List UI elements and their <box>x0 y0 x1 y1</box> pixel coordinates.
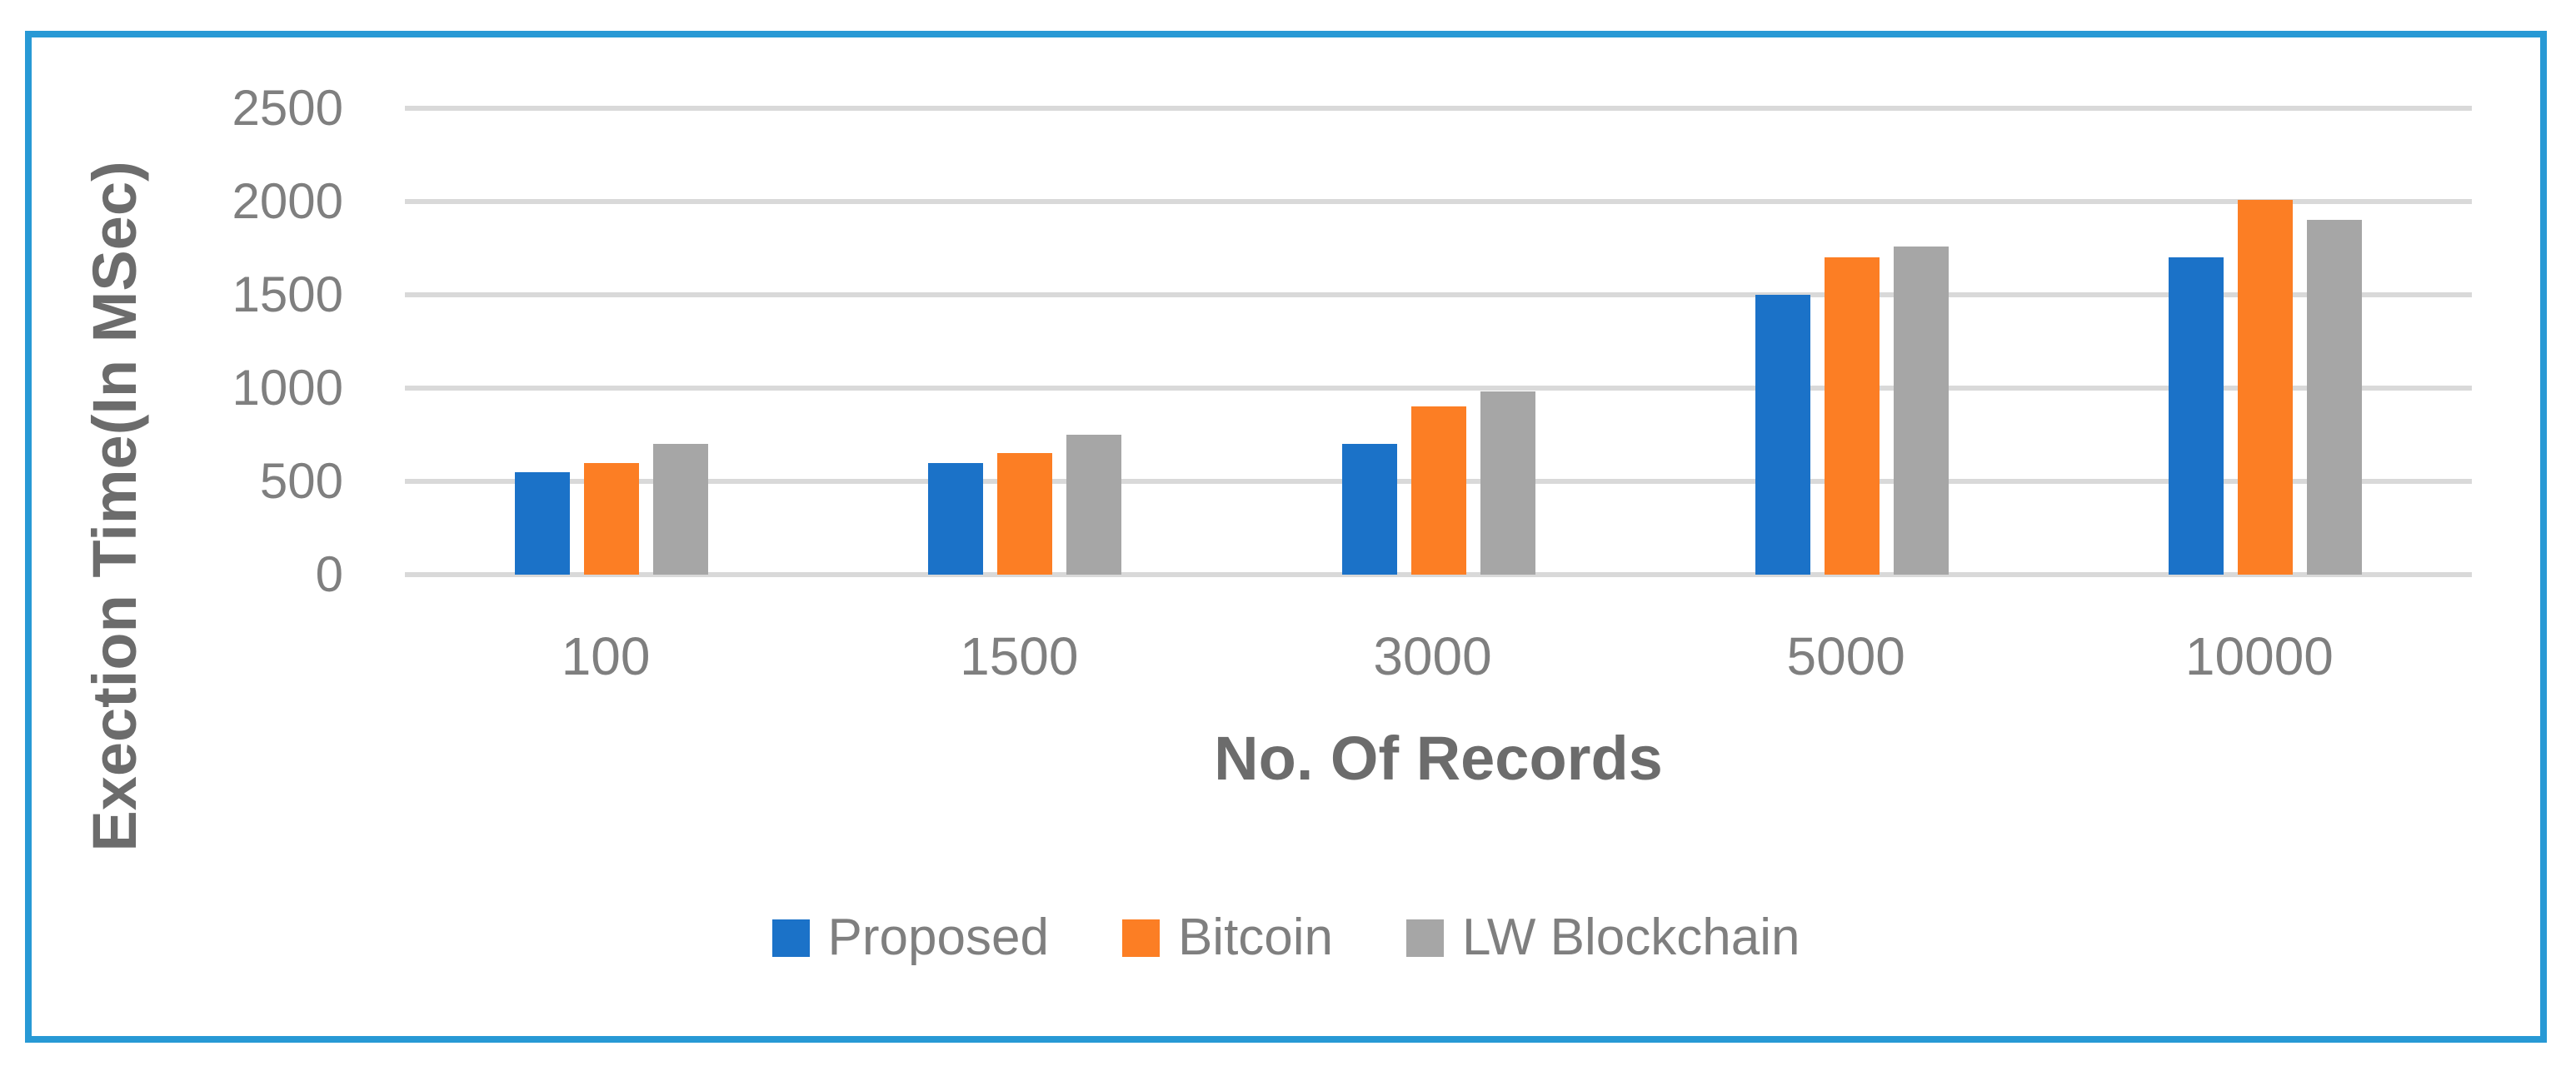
gridline-2000 <box>405 199 2472 204</box>
x-category-label-5000: 5000 <box>1786 626 1905 686</box>
x-category-label-1500: 1500 <box>960 626 1079 686</box>
x-category-label-10000: 10000 <box>2184 626 2334 686</box>
y-tick-label-0: 0 <box>315 546 343 602</box>
bar-bitcoin-5000 <box>1824 257 1880 575</box>
chart-frame: Exection Time(In MSec) 0 500 1000 1500 2000 2… <box>25 31 2547 1043</box>
bar-lw-blockchain-10000 <box>2306 220 2362 575</box>
bar-lw-blockchain-5000 <box>1893 246 1949 575</box>
bar-proposed-100 <box>515 471 571 575</box>
x-axis-title: No. Of Records <box>1214 724 1663 793</box>
bar-proposed-1500 <box>928 462 984 575</box>
x-category-label-100: 100 <box>561 626 651 686</box>
x-category-label-3000: 3000 <box>1373 626 1492 686</box>
legend-swatch-icon <box>771 919 810 957</box>
bar-bitcoin-1500 <box>997 453 1053 575</box>
legend: Proposed Bitcoin LW Blockchain <box>32 912 2540 964</box>
bar-proposed-10000 <box>2168 257 2224 575</box>
legend-swatch-icon <box>1121 919 1160 957</box>
bar-lw-blockchain-100 <box>653 444 709 575</box>
bar-bitcoin-100 <box>584 462 640 575</box>
gridline-1500 <box>405 292 2472 297</box>
legend-label: Proposed <box>827 909 1049 966</box>
bar-bitcoin-10000 <box>2237 199 2293 575</box>
legend-label: Bitcoin <box>1177 909 1334 966</box>
bar-proposed-5000 <box>1755 295 1810 575</box>
gridline-0 <box>405 572 2472 577</box>
y-tick-label-1000: 1000 <box>232 360 343 416</box>
bar-proposed-3000 <box>1341 444 1397 575</box>
bar-bitcoin-3000 <box>1410 406 1466 575</box>
y-tick-label-500: 500 <box>259 453 343 509</box>
legend-swatch-icon <box>1406 919 1445 957</box>
legend-item-lw-blockchain: LW Blockchain <box>1406 912 1800 964</box>
bar-lw-blockchain-1500 <box>1066 435 1122 575</box>
y-axis-title: Exection Time(In MSec) <box>80 161 149 852</box>
y-tick-label-1500: 1500 <box>232 267 343 322</box>
legend-label: LW Blockchain <box>1462 909 1800 966</box>
legend-item-proposed: Proposed <box>771 909 1049 966</box>
y-tick-label-2000: 2000 <box>232 173 343 229</box>
legend-item-bitcoin: Bitcoin <box>1121 909 1334 966</box>
gridline-2500 <box>405 106 2472 111</box>
plot-area <box>405 106 2472 577</box>
bar-lw-blockchain-3000 <box>1480 391 1535 575</box>
gridline-1000 <box>405 386 2472 391</box>
y-tick-label-2500: 2500 <box>232 80 343 136</box>
